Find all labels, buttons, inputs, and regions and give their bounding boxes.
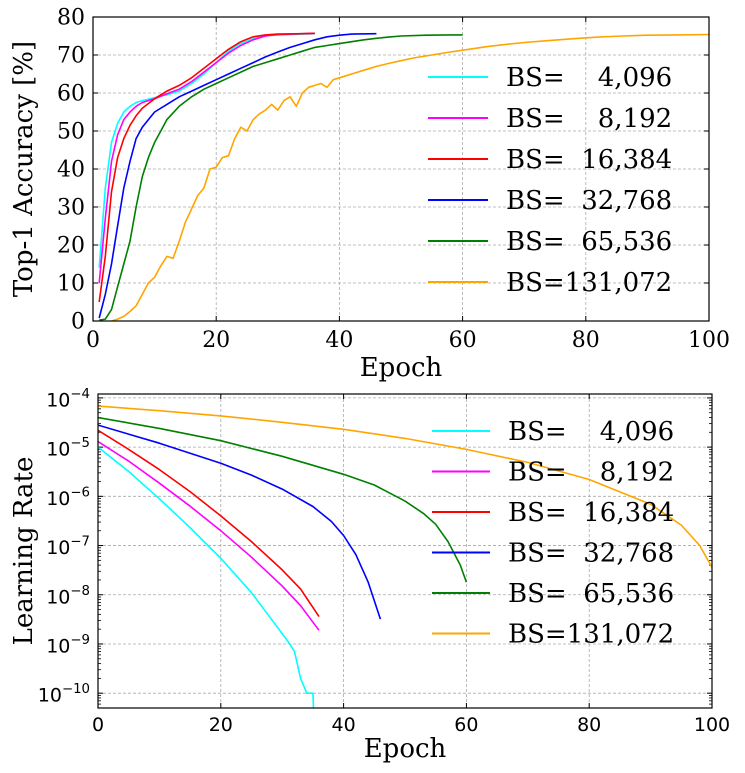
series-line (98, 440, 320, 631)
y-tick-label: 70 (57, 44, 85, 69)
legend-entry: BS= 8,192 (508, 458, 674, 488)
y-tick-label: 10−9 (46, 633, 90, 658)
x-tick-label: 40 (325, 328, 353, 353)
series-line (98, 32, 377, 319)
series-line (98, 405, 712, 568)
legend-entry: BS= 4,096 (508, 417, 674, 447)
y-tick-label: 0 (71, 310, 85, 335)
series-line (98, 424, 382, 620)
series-group (98, 32, 709, 321)
y-tick-label: 10−8 (46, 584, 90, 609)
x-axis-label: Epoch (360, 353, 443, 383)
x-tick-label: 80 (577, 714, 601, 736)
y-axis-label: Top-1 Accuracy [%] (9, 41, 39, 297)
legend-entry: BS= 32,768 (506, 186, 672, 216)
x-tick-label: 100 (694, 714, 730, 736)
x-tick-label: 20 (209, 714, 233, 736)
x-axis-label: Epoch (364, 734, 447, 764)
x-tick-label: 60 (454, 714, 478, 736)
y-tick-label: 10−10 (38, 682, 90, 707)
y-tick-label: 30 (57, 196, 85, 221)
x-tick-label: 20 (202, 328, 230, 353)
legend-entry: BS= 4,096 (506, 63, 672, 93)
series-line (98, 32, 315, 284)
legend-entry: BS= 65,536 (506, 227, 672, 257)
legend-entry: BS= 65,536 (508, 579, 674, 609)
y-tick-label: 80 (57, 6, 85, 31)
series-line (99, 34, 463, 321)
legend-entry: BS=131,072 (508, 620, 674, 650)
legend-entry: BS= 32,768 (508, 539, 674, 569)
y-tick-label: 60 (57, 82, 85, 107)
series-group (98, 405, 712, 708)
x-tick-label: 80 (572, 328, 600, 353)
y-tick-label: 10−5 (46, 436, 90, 461)
y-axis-label: Learning Rate (9, 457, 39, 646)
y-tick-label: 40 (57, 158, 85, 183)
series-line (98, 446, 315, 708)
x-tick-label: 100 (688, 328, 730, 353)
series-line (98, 429, 320, 618)
x-tick-label: 60 (449, 328, 477, 353)
learning-rate-chart: 0 20 40 60 80 100 10−10 10−9 10−8 10−7 10−6 10−5 10−… (9, 387, 730, 764)
legend: BS= 4,096 BS= 8,192 BS= 16,384 BS= 32,768 BS… (432, 417, 674, 650)
series-line (111, 33, 709, 321)
legend-entry: BS= 16,384 (506, 145, 672, 175)
legend: BS= 4,096 BS= 8,192 BS= 16,384 BS= 32,768 BS… (428, 63, 672, 298)
legend-entry: BS=131,072 (506, 268, 672, 298)
y-tick-label: 10−4 (46, 387, 90, 412)
x-tick-label: 0 (86, 328, 100, 353)
y-tick-label: 10 (57, 272, 85, 297)
plot-frame (97, 393, 713, 709)
legend-entry: BS= 16,384 (508, 498, 674, 528)
x-tick-label: 0 (92, 714, 104, 736)
legend-entry: BS= 8,192 (506, 104, 672, 134)
y-tick-label: 20 (57, 234, 85, 259)
x-tick-label: 40 (332, 714, 356, 736)
plot-frame (92, 16, 710, 322)
y-tick-label: 50 (57, 120, 85, 145)
accuracy-chart: 0 20 40 60 80 100 0 10 20 30 40 50 60 70 80 Epoch Top-1 … (9, 6, 730, 383)
y-tick-label: 10−7 (46, 535, 90, 560)
y-tick-label: 10−6 (46, 485, 90, 510)
grid (97, 394, 713, 708)
series-line (98, 32, 315, 303)
